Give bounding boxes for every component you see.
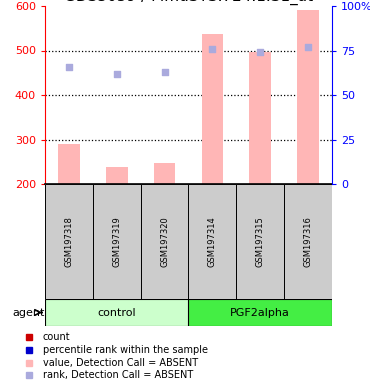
Text: GSM197316: GSM197316 <box>303 216 313 267</box>
Title: GDS3039 / MmuSTS.724.1.S1_at: GDS3039 / MmuSTS.724.1.S1_at <box>64 0 313 5</box>
Point <box>257 49 263 55</box>
Text: GSM197315: GSM197315 <box>256 216 265 267</box>
Text: count: count <box>43 333 70 343</box>
Text: agent: agent <box>13 308 45 318</box>
Text: GSM197319: GSM197319 <box>112 216 121 267</box>
Point <box>114 71 120 77</box>
Bar <box>45 184 93 299</box>
Text: PGF2alpha: PGF2alpha <box>230 308 290 318</box>
Text: rank, Detection Call = ABSENT: rank, Detection Call = ABSENT <box>43 370 193 380</box>
Bar <box>93 184 141 299</box>
Point <box>209 46 215 52</box>
Bar <box>284 184 332 299</box>
Text: GSM197320: GSM197320 <box>160 216 169 267</box>
Point <box>305 44 311 50</box>
Bar <box>58 144 80 184</box>
Point <box>66 64 72 70</box>
Bar <box>188 184 236 299</box>
Bar <box>141 184 188 299</box>
Bar <box>236 184 284 299</box>
Bar <box>45 299 188 326</box>
Bar <box>188 299 332 326</box>
Bar <box>106 167 128 184</box>
Bar <box>202 33 223 184</box>
Bar <box>154 163 175 184</box>
Text: control: control <box>97 308 136 318</box>
Text: GSM197314: GSM197314 <box>208 216 217 267</box>
Text: value, Detection Call = ABSENT: value, Detection Call = ABSENT <box>43 358 198 367</box>
Text: GSM197318: GSM197318 <box>64 216 73 267</box>
Bar <box>249 52 271 184</box>
Text: percentile rank within the sample: percentile rank within the sample <box>43 345 208 355</box>
Bar <box>297 10 319 184</box>
Point <box>162 69 168 75</box>
